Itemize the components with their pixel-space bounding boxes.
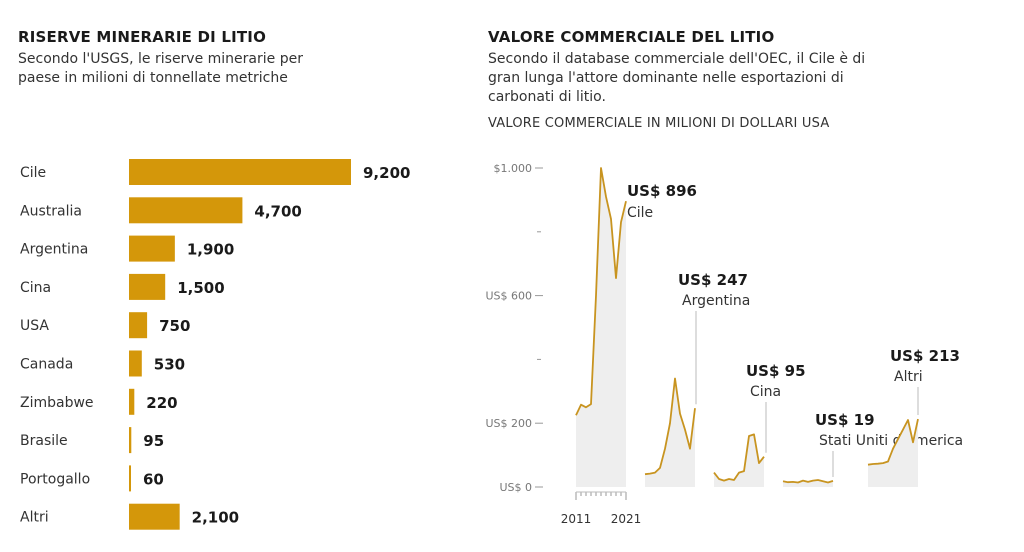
series-name-label: Argentina (682, 293, 750, 309)
y-tick-label: US$ 600 (485, 290, 532, 303)
bar (129, 350, 142, 377)
series-value-label: US$ 247 (678, 271, 748, 289)
area-fill (576, 168, 626, 487)
y-tick-label: US$ 200 (485, 417, 532, 430)
trade-area-chart: US$ 0 US$ 200 US$ 600 $1.000 US$ 896 Cile US$ … (485, 162, 963, 526)
series-value-label: US$ 95 (746, 362, 806, 380)
bar-value-label: 750 (159, 317, 190, 335)
bar-value-label: 1,500 (177, 279, 224, 297)
series-name-label: Cina (750, 384, 781, 400)
reserves-subtitle-line1: Secondo l'USGS, le riserve minerarie per (18, 51, 303, 67)
x-tick-label: 2021 (611, 512, 642, 526)
series-value-label: US$ 213 (890, 347, 960, 365)
bar-value-label: 95 (143, 432, 164, 450)
reserves-bar-chart: Cile 9,200 Australia 4,700 Argentina 1,900 Cin… (20, 159, 410, 530)
series-line (713, 433, 765, 482)
y-tick-label: $1.000 (494, 162, 533, 175)
bar-category-label: USA (20, 318, 49, 334)
bar-category-label: Australia (20, 203, 82, 219)
series-value-label: US$ 19 (815, 411, 875, 429)
bar-category-label: Brasile (20, 433, 68, 449)
trade-subtitle-line1: Secondo il database commerciale dell'OEC… (488, 51, 866, 67)
bar (129, 159, 351, 185)
trade-unit-label: VALORE COMMERCIALE IN MILIONI DI DOLLARI… (488, 116, 830, 131)
trade-value-panel: VALORE COMMERCIALE DEL LITIO Secondo il … (470, 0, 1024, 552)
area-fill (645, 378, 695, 487)
bar (129, 235, 175, 262)
bar-value-label: 220 (146, 394, 177, 412)
area-fill (868, 419, 918, 487)
series-line (782, 479, 834, 484)
trade-title: VALORE COMMERCIALE DEL LITIO (488, 28, 775, 46)
series-name-label: Altri (894, 369, 923, 385)
bar-category-label: Portogallo (20, 471, 90, 487)
bar (129, 388, 135, 415)
bar-category-label: Cile (20, 165, 46, 181)
series-name-label: Stati Uniti d'America (819, 433, 963, 449)
bar (129, 312, 148, 339)
reserves-subtitle-line2: paese in milioni di tonnellate metriche (18, 70, 288, 86)
series-value-label: US$ 896 (627, 182, 697, 200)
bar-value-label: 60 (143, 470, 164, 488)
trade-subtitle-line3: carbonati di litio. (488, 89, 606, 105)
reserves-panel: RISERVE MINERARIE DI LITIO Secondo l'USG… (0, 0, 460, 552)
bar (129, 197, 243, 224)
bar-category-label: Canada (20, 357, 73, 373)
trade-subtitle-line2: gran lunga l'attore dominante nelle espo… (488, 70, 844, 86)
area-fill (783, 480, 833, 487)
bar (129, 503, 180, 530)
series-line (575, 167, 627, 416)
bar-value-label: 9,200 (363, 164, 410, 182)
bar-category-label: Cina (20, 280, 51, 296)
bar (129, 465, 131, 492)
bar-value-label: 1,900 (187, 241, 234, 259)
bar-category-label: Altri (20, 510, 49, 526)
bar (129, 427, 132, 454)
series-name-label: Cile (627, 205, 653, 221)
reserves-title: RISERVE MINERARIE DI LITIO (18, 28, 267, 46)
bar-category-label: Zimbabwe (20, 395, 94, 411)
x-tick-label: 2011 (561, 512, 592, 526)
area-fill (714, 434, 764, 487)
bar-value-label: 2,100 (192, 509, 239, 527)
series-line (644, 377, 696, 476)
bar-value-label: 4,700 (254, 202, 301, 220)
bar (129, 273, 166, 300)
y-tick-label: US$ 0 (499, 481, 532, 494)
bar-value-label: 530 (154, 356, 185, 374)
bar-category-label: Argentina (20, 242, 88, 258)
series-line (867, 418, 919, 466)
